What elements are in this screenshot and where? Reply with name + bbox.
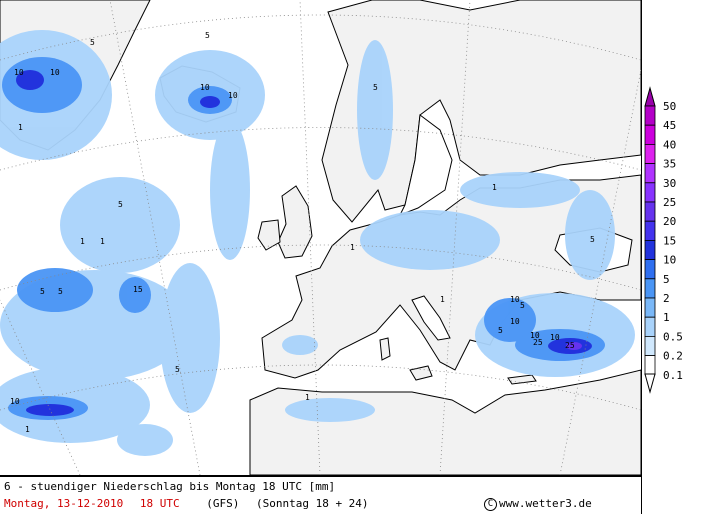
baltic-sea xyxy=(398,114,453,216)
legend-swatch xyxy=(644,124,656,145)
legend-label: 40 xyxy=(663,138,676,151)
contour-label: 10 xyxy=(14,68,24,77)
graticule xyxy=(0,0,641,475)
adriatic-sea xyxy=(411,295,451,341)
contour-label: 25 xyxy=(533,338,543,347)
contour-label: 10 xyxy=(510,295,520,304)
contour-label: 5 xyxy=(90,38,95,47)
map-date: Montag, 13-12-2010 xyxy=(4,497,124,510)
legend-label: 5 xyxy=(663,273,670,286)
contour-label: 10 xyxy=(530,331,540,340)
contour-labels: 10 10 5 1 5 5 5 15 10 1 5 10 10 5 1 5 10… xyxy=(10,31,595,434)
precipitation-legend: 50 45 40 35 30 25 20 15 10 5 2 1 0.5 0.2 0.1 xyxy=(641,0,704,475)
legend-canvas: 50 45 40 35 30 25 20 15 10 5 2 1 0.5 0.2 0.1 xyxy=(644,86,683,394)
map-run: (Sonntag 18 + 24) xyxy=(255,497,369,510)
legend-label: 15 xyxy=(663,234,676,247)
credit-text: www.wetter3.de xyxy=(499,497,592,510)
contour-label: 10 xyxy=(200,83,210,92)
legend-label: 30 xyxy=(663,177,676,190)
map-canvas: 10 10 5 1 5 5 5 15 10 1 5 10 10 5 1 5 10… xyxy=(0,0,641,475)
legend-top-arrow xyxy=(644,86,656,107)
map-title: 6 - stuendiger Niederschlag bis Montag 1… xyxy=(4,480,336,493)
legend-label: 45 xyxy=(663,119,676,132)
precipitation-map: 10 10 5 1 5 5 5 15 10 1 5 10 10 5 1 5 10… xyxy=(0,0,642,476)
contour-label: 10 xyxy=(550,333,560,342)
contour-label: 25 xyxy=(565,341,575,350)
legend-swatch xyxy=(644,201,656,222)
sardinia-land xyxy=(379,337,391,361)
legend-swatch xyxy=(644,335,656,356)
contour-label: 5 xyxy=(40,287,45,296)
map-hour: 18 UTC xyxy=(139,497,180,510)
britain-land xyxy=(277,185,313,259)
legend-label: 0.1 xyxy=(663,369,683,382)
legend-labels: 50 45 40 35 30 25 20 15 10 5 2 1 0.5 0.2 0.1 xyxy=(663,100,683,382)
contour-label: 10 xyxy=(10,397,20,406)
copyright-icon: C xyxy=(484,497,497,511)
legend-label: 1 xyxy=(663,311,670,324)
contour-label: 5 xyxy=(520,301,525,310)
contour-label: 1 xyxy=(350,243,355,252)
contour-label: 15 xyxy=(133,285,143,294)
legend-label: 0.5 xyxy=(663,330,683,343)
legend-swatch xyxy=(644,239,656,260)
legend-swatch xyxy=(644,278,656,299)
precip-very-heavy xyxy=(566,342,582,350)
legend-swatch xyxy=(644,355,656,376)
legend-swatch xyxy=(644,297,656,318)
legend-swatch xyxy=(644,143,656,164)
contour-label: 5 xyxy=(118,200,123,209)
islands xyxy=(379,337,537,385)
legend-label: 50 xyxy=(663,100,676,113)
contour-label: 10 xyxy=(228,91,238,100)
north-africa-land xyxy=(249,369,641,475)
contour-label: 5 xyxy=(58,287,63,296)
contour-label: 1 xyxy=(100,237,105,246)
legend-label: 0.2 xyxy=(663,350,683,363)
contour-label: 10 xyxy=(510,317,520,326)
precip-heavy xyxy=(16,70,592,416)
legend-swatch xyxy=(644,163,656,184)
contour-label: 5 xyxy=(590,235,595,244)
legend-label: 2 xyxy=(663,292,670,305)
contour-label: 1 xyxy=(305,393,310,402)
contour-label: 1 xyxy=(18,123,23,132)
legend-swatch xyxy=(644,182,656,203)
contour-label: 5 xyxy=(498,326,503,335)
legend-label: 25 xyxy=(663,196,676,209)
contour-label: 1 xyxy=(440,295,445,304)
legend-swatches xyxy=(644,105,656,376)
ireland-land xyxy=(257,219,281,251)
legend-label: 35 xyxy=(663,158,676,171)
scandinavia-land xyxy=(321,0,641,223)
legend-swatch xyxy=(644,105,656,126)
map-info-line: Montag, 13-12-2010 18 UTC (GFS) (Sonntag… xyxy=(4,497,369,510)
legend-swatch xyxy=(644,259,656,280)
legend-bottom-arrow xyxy=(644,373,656,394)
legend-swatch xyxy=(644,220,656,241)
contour-label: 1 xyxy=(25,425,30,434)
legend-label: 20 xyxy=(663,215,676,228)
contour-label: 5 xyxy=(175,365,180,374)
legend-swatch xyxy=(644,316,656,337)
map-model: (GFS) xyxy=(206,497,240,510)
map-footer: 6 - stuendiger Niederschlag bis Montag 1… xyxy=(0,476,642,514)
legend-label: 10 xyxy=(663,254,676,267)
sicily-land xyxy=(409,365,433,381)
contour-label: 5 xyxy=(205,31,210,40)
contour-label: 1 xyxy=(80,237,85,246)
contour-label: 5 xyxy=(373,83,378,92)
contour-label: 1 xyxy=(492,183,497,192)
contour-label: 10 xyxy=(50,68,60,77)
